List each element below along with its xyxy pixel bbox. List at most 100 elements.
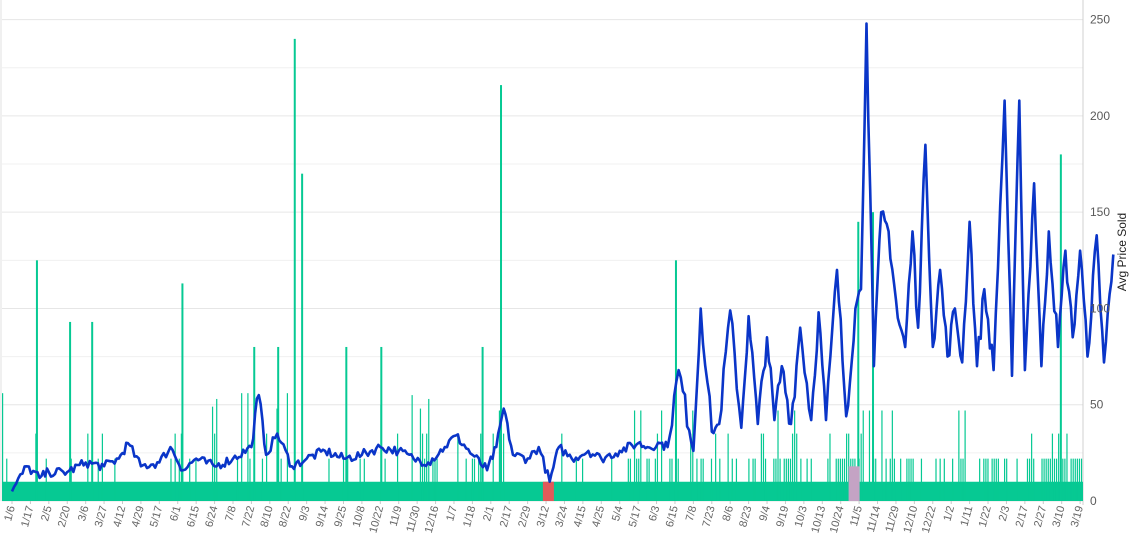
bar — [286, 393, 289, 501]
bar — [411, 395, 413, 501]
bar — [952, 458, 954, 501]
bar — [1070, 458, 1072, 501]
x-tick-label: 11/14 — [865, 505, 884, 534]
bar — [216, 398, 218, 501]
bar — [428, 398, 430, 501]
bar — [987, 458, 989, 501]
bar — [1016, 458, 1018, 501]
x-tick-label: 8/23 — [737, 505, 754, 529]
x-tick-label: 7/8 — [684, 505, 700, 523]
bar — [719, 458, 721, 501]
bar-spike — [293, 38, 296, 501]
bar — [211, 406, 214, 501]
x-tick-label: 4/25 — [590, 505, 607, 529]
bar — [754, 458, 756, 501]
x-tick-label: 9/4 — [757, 505, 773, 523]
bar — [633, 410, 636, 501]
bar — [1074, 458, 1076, 501]
bar — [900, 458, 902, 501]
bar — [195, 458, 197, 501]
bar — [964, 410, 966, 501]
x-tick-label: 2/20 — [56, 505, 73, 529]
x-tick-label: 9/14 — [314, 505, 331, 529]
bar — [696, 458, 698, 501]
bar — [835, 458, 837, 501]
y-axis: 0 50 100 150 200 250 — [1090, 13, 1110, 508]
bar-highlight — [542, 481, 554, 501]
bar — [800, 458, 802, 501]
bar — [1031, 433, 1033, 501]
bar — [384, 458, 386, 501]
bar — [465, 458, 467, 501]
bar — [656, 433, 659, 501]
bar — [881, 410, 883, 501]
bar — [170, 458, 172, 501]
bar — [993, 458, 995, 501]
bar — [777, 410, 779, 501]
bar — [910, 458, 912, 501]
bar — [677, 458, 679, 501]
x-tick-label: 12/10 — [902, 505, 921, 535]
x-tick-label: 8/6 — [721, 505, 737, 523]
bar — [939, 458, 941, 501]
bar — [561, 433, 563, 501]
x-tick-label: 8/22 — [277, 505, 294, 529]
x-tick-label: 1/7 — [444, 505, 460, 523]
bar — [794, 410, 796, 501]
bar — [891, 410, 893, 501]
y-tick-label: 0 — [1090, 494, 1097, 508]
bar — [690, 433, 692, 501]
bar — [328, 458, 330, 501]
x-tick-label: 3/27 — [93, 505, 110, 529]
x-tick-label: 2/29 — [516, 505, 533, 529]
bar — [779, 458, 781, 501]
bar-spike — [500, 85, 503, 501]
x-tick-label: 2/1 — [481, 505, 497, 523]
bar — [640, 410, 642, 501]
bar — [846, 433, 848, 501]
bar — [893, 458, 896, 501]
bar — [715, 433, 717, 501]
bar — [178, 458, 180, 501]
bar — [426, 433, 428, 501]
bar — [436, 458, 438, 501]
bar — [752, 458, 754, 501]
bar — [396, 433, 399, 501]
bar — [700, 458, 702, 501]
bar — [791, 433, 794, 501]
x-tick-label: 7/22 — [240, 505, 257, 529]
x-tick-label: 1/17 — [19, 505, 36, 529]
bar — [1072, 458, 1074, 501]
x-tick-label: 3/19 — [1069, 505, 1086, 529]
bar-highlight — [848, 466, 860, 501]
x-tick-label: 4/29 — [130, 505, 147, 529]
bar — [875, 458, 877, 501]
bar-spike — [345, 346, 348, 501]
bar — [363, 458, 365, 501]
bar — [985, 458, 987, 501]
x-tick-label: 7/8 — [223, 505, 239, 523]
bar — [424, 458, 426, 501]
bar — [783, 458, 785, 501]
x-tick-label: 3/6 — [76, 505, 92, 523]
bar — [45, 458, 47, 501]
x-tick-label: 5/4 — [610, 505, 626, 523]
bar — [671, 458, 673, 501]
bar — [764, 458, 767, 501]
x-tick-label: 1/18 — [461, 505, 478, 529]
bar — [1041, 458, 1043, 501]
bar — [906, 458, 908, 501]
bar — [241, 393, 243, 501]
bar — [174, 433, 176, 501]
bar — [280, 458, 282, 501]
bar — [180, 433, 182, 501]
bar — [943, 458, 945, 501]
x-tick-label: 6/15 — [664, 505, 681, 529]
x-tick-label: 9/25 — [332, 505, 349, 529]
x-tick-label: 4/15 — [572, 505, 589, 529]
bar — [347, 458, 349, 501]
bar — [1078, 458, 1081, 501]
x-tick-label: 11/9 — [388, 505, 405, 528]
bar — [960, 458, 962, 501]
bar — [35, 433, 37, 501]
